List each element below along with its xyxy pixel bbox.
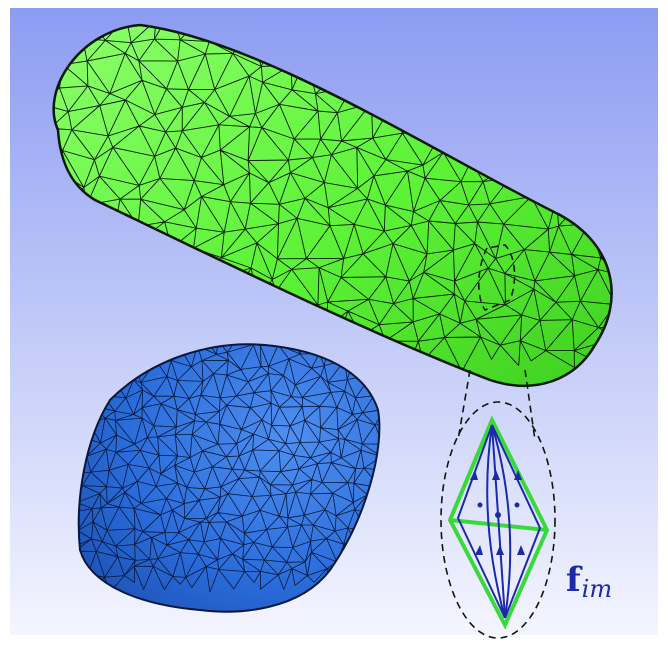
selected-patch-outline [477, 244, 516, 311]
inset-arrow-markers [470, 470, 525, 555]
force-label-subscript: im [581, 575, 613, 603]
force-label: fim [566, 563, 612, 601]
inset-ellipse [440, 401, 556, 639]
force-label-main: f [566, 560, 581, 600]
inset-inner-edges [456, 424, 542, 619]
